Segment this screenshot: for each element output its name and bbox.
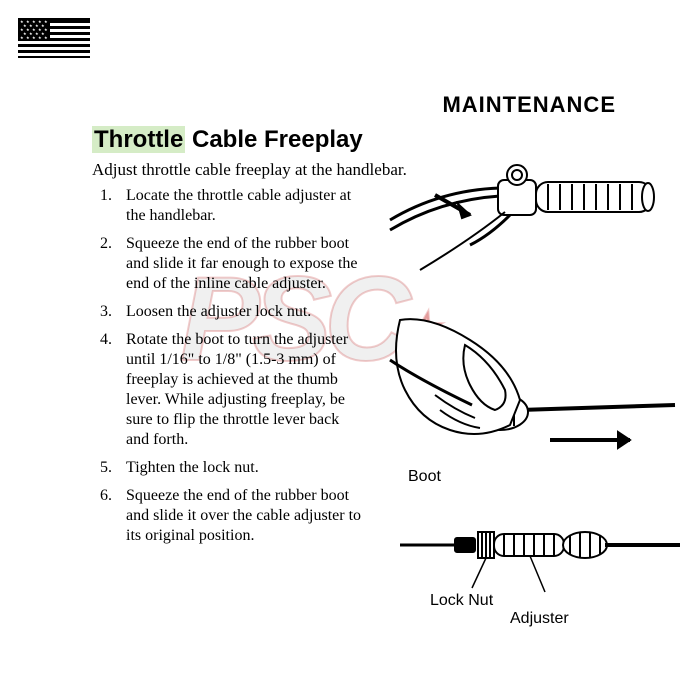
flag-icon: ★★★★★ ★★★★ ★★★★★ ★★★★ ★★★★★ (18, 18, 90, 58)
boot-diagram (380, 310, 680, 480)
step-item: Squeeze the end of the rubber boot and s… (92, 486, 362, 546)
section-title: Throttle Cable Freeplay (92, 126, 363, 154)
step-item: Locate the throttle cable adjuster at th… (92, 186, 362, 226)
title-highlight: Throttle (92, 126, 185, 153)
adjuster-diagram (400, 510, 680, 600)
page-header: MAINTENANCE (442, 92, 616, 118)
intro-text: Adjust throttle cable freeplay at the ha… (92, 160, 407, 180)
step-item: Loosen the adjuster lock nut. (92, 302, 362, 322)
locknut-label: Lock Nut (430, 592, 493, 610)
step-item: Rotate the boot to turn the adjuster unt… (92, 330, 362, 450)
handlebar-diagram (380, 160, 680, 300)
step-item: Tighten the lock nut. (92, 458, 362, 478)
adjuster-label: Adjuster (510, 610, 569, 628)
title-rest: Cable Freeplay (185, 126, 362, 153)
steps-list: Locate the throttle cable adjuster at th… (92, 186, 362, 554)
step-item: Squeeze the end of the rubber boot and s… (92, 234, 362, 294)
boot-label: Boot (408, 468, 441, 486)
